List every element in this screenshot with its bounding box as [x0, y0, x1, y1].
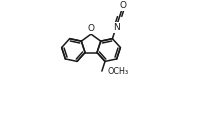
Text: OCH₃: OCH₃ [108, 67, 129, 76]
Text: N: N [113, 23, 119, 32]
Text: O: O [87, 24, 95, 33]
Text: O: O [120, 1, 127, 10]
